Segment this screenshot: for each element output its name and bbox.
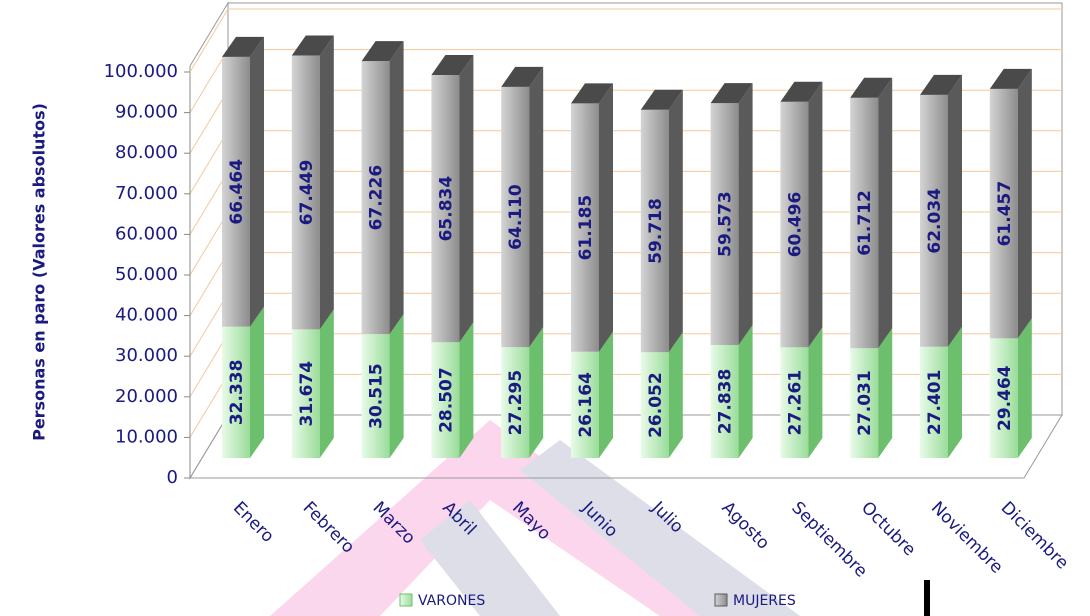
value-label: 30.515 — [367, 363, 387, 429]
bar-side — [250, 307, 264, 458]
y-tick-label: 50.000 — [115, 264, 178, 285]
x-tick-label: Diciembre — [997, 498, 1073, 574]
bar-side — [529, 327, 543, 458]
bar-side — [1018, 318, 1032, 458]
bar-side — [250, 37, 264, 327]
y-tick-label: 60.000 — [115, 223, 178, 244]
value-label: 26.052 — [646, 372, 666, 438]
value-label: 66.464 — [227, 159, 247, 225]
bar-side — [808, 327, 822, 458]
bar-side — [739, 325, 753, 458]
value-label: 27.838 — [716, 369, 736, 435]
bar-side — [599, 83, 613, 351]
value-label: 29.464 — [995, 365, 1015, 431]
value-label: 27.261 — [785, 370, 805, 436]
bar-side — [948, 75, 962, 347]
bar-side — [320, 309, 334, 458]
value-label: 62.034 — [925, 188, 945, 254]
bar-side — [878, 328, 892, 458]
legend-swatch — [400, 594, 412, 606]
x-tick-label: Agosto — [718, 498, 774, 554]
x-tick-label: Noviembre — [927, 498, 1007, 578]
y-tick-label: 20.000 — [115, 386, 178, 407]
bar-side — [320, 36, 334, 330]
legend-swatch — [715, 594, 727, 606]
legend-label: MUJERES — [733, 593, 796, 609]
value-label: 59.573 — [716, 191, 736, 257]
bar-side — [1018, 69, 1032, 339]
bar-side — [669, 90, 683, 352]
x-tick-label: Febrero — [299, 498, 359, 558]
value-label: 28.507 — [436, 367, 456, 433]
bar-side — [599, 332, 613, 458]
value-label: 31.674 — [297, 361, 317, 427]
y-tick-label: 0 — [167, 467, 178, 488]
bar-side — [459, 322, 473, 458]
bar-side — [529, 67, 543, 347]
value-label: 32.338 — [227, 360, 247, 426]
value-label: 64.110 — [506, 184, 526, 250]
bar-side — [669, 332, 683, 458]
value-label: 61.185 — [576, 195, 596, 261]
bar-side — [739, 83, 753, 345]
y-axis-title: Personas en paro (Valores absolutos) — [30, 103, 49, 441]
x-tick-label: Octubre — [857, 498, 919, 560]
value-label: 67.449 — [297, 160, 317, 226]
y-tick-label: 10.000 — [115, 426, 178, 447]
value-label: 27.031 — [855, 370, 875, 436]
value-label: 59.718 — [646, 198, 666, 264]
chart: Personas en paro (Valores absolutos) 0 10… — [0, 0, 1090, 616]
value-label: 26.164 — [576, 372, 596, 438]
value-label: 61.712 — [855, 190, 875, 256]
y-tick-label: 40.000 — [115, 305, 178, 326]
y-tick-label: 100.000 — [104, 61, 178, 82]
y-tick-label: 30.000 — [115, 345, 178, 366]
bar-side — [878, 78, 892, 349]
value-label: 67.226 — [367, 165, 387, 231]
bar-side — [390, 41, 404, 334]
y-tick-label: 80.000 — [115, 142, 178, 163]
bar-side — [459, 55, 473, 342]
value-label: 60.496 — [785, 192, 805, 258]
x-tick-label: Enero — [229, 498, 278, 547]
bar-side — [808, 82, 822, 348]
value-label: 27.295 — [506, 370, 526, 436]
y-tick-label: 90.000 — [115, 102, 178, 123]
value-label: 65.834 — [436, 176, 456, 242]
bar-side — [390, 314, 404, 458]
value-label: 61.457 — [995, 181, 1015, 247]
value-label: 27.401 — [925, 370, 945, 436]
bar-side — [948, 327, 962, 458]
marker — [924, 580, 930, 616]
y-tick-label: 70.000 — [115, 183, 178, 204]
legend-label: VARONES — [418, 593, 485, 609]
